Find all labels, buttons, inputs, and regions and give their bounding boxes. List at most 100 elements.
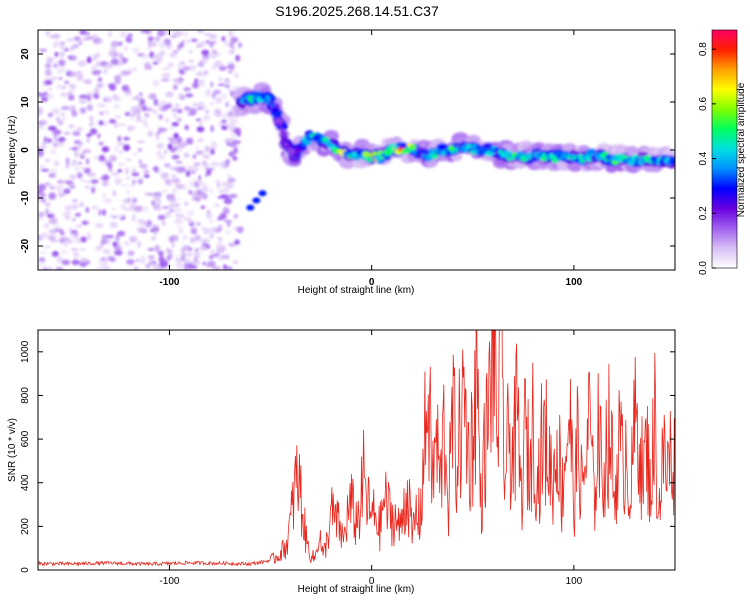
noise-blob [74,150,79,158]
noise-blob [154,165,159,173]
chart-title: S196.2025.268.14.51.C37 [275,3,439,19]
noise-blob [197,62,205,68]
noise-blob [181,142,189,146]
noise-blob [110,44,118,49]
noise-blob [214,97,223,104]
colorbar: 0.0 0.2 0.4 0.6 0.8 Normalized spectral ampl… [698,29,747,275]
noise-blob [134,205,143,213]
noise-blob [44,158,51,162]
noise-blob [200,182,207,187]
noise-blob [131,153,139,156]
noise-blob [212,266,221,270]
noise-blob [172,177,181,184]
noise-blob [139,98,146,106]
ridge-blob [418,149,423,153]
noise-blob [184,124,189,131]
noise-blob [132,179,136,185]
noise-blob [89,115,94,123]
noise-blob [117,230,126,237]
noise-blob [75,212,81,217]
noise-blob [185,170,191,177]
noise-blob [96,83,104,88]
ridge-blob [573,158,581,163]
noise-blob [74,70,83,76]
noise-blob [224,140,233,144]
noise-blob [55,184,64,192]
noise-blob [147,130,154,137]
noise-blob [124,243,133,246]
noise-blob [123,136,130,141]
noise-blob [131,214,137,219]
noise-blob [225,84,230,89]
colorbar-gradient [712,30,737,268]
noise-blob [208,255,214,259]
spectrogram-y-ticks: -20 -10 0 10 20 [20,48,675,253]
noise-blob [114,177,123,183]
noise-blob [176,226,185,231]
noise-blob [65,162,69,169]
snr-marks [38,330,675,567]
noise-blob [147,107,153,112]
noise-blob [83,167,91,174]
ridge-blob [516,150,525,158]
noise-blob [214,203,220,208]
noise-blob [60,250,69,254]
noise-blob [167,198,177,202]
noise-blob [183,217,192,221]
noise-blob [195,189,205,195]
y-tick-label: -20 [20,238,31,253]
noise-blob [49,76,58,81]
noise-blob [112,190,117,197]
noise-blob [162,67,170,71]
noise-blob [218,189,225,194]
ridge-blob [388,148,394,153]
noise-blob [126,190,131,194]
colorbar-tick-label: 0.4 [698,151,709,165]
noise-blob [210,188,214,195]
noise-blob [150,40,158,48]
noise-blob [73,36,81,41]
noise-blob [107,255,115,262]
noise-blob [179,230,183,234]
noise-blob [197,237,205,244]
noise-blob [143,168,150,175]
noise-blob [98,156,106,162]
noise-blob [132,197,138,204]
noise-blob [86,57,92,64]
y-tick-label: 600 [20,430,31,447]
noise-blob [214,60,223,68]
noise-blob [137,148,143,152]
noise-blob [221,36,226,42]
noise-blob [103,68,108,75]
noise-blob [98,141,104,146]
y-tick-label: 10 [20,96,31,108]
colorbar-tick-label: 0.2 [698,206,709,220]
noise-blob [175,255,179,261]
noise-blob [230,124,235,127]
noise-blob [205,212,213,219]
noise-blob [117,142,126,146]
noise-blob [74,224,83,228]
noise-blob [195,80,203,83]
noise-blob [86,31,90,36]
noise-blob [206,40,210,44]
noise-blob [233,214,238,219]
noise-blob [133,67,137,72]
noise-blob [168,204,174,209]
noise-blob [50,239,58,243]
colorbar-tick-label: 0.8 [698,42,709,56]
noise-blob [175,136,183,144]
noise-blob [129,113,134,121]
noise-blob [190,227,198,235]
noise-blob [57,255,63,263]
noise-blob [220,94,228,99]
noise-blob [91,186,96,194]
noise-blob [202,114,211,122]
noise-blob [49,34,57,39]
noise-blob [109,221,118,229]
noise-blob [232,157,238,161]
noise-blob [219,212,227,220]
noise-blob [68,124,75,129]
noise-blob [225,101,229,108]
noise-blob [121,84,130,92]
